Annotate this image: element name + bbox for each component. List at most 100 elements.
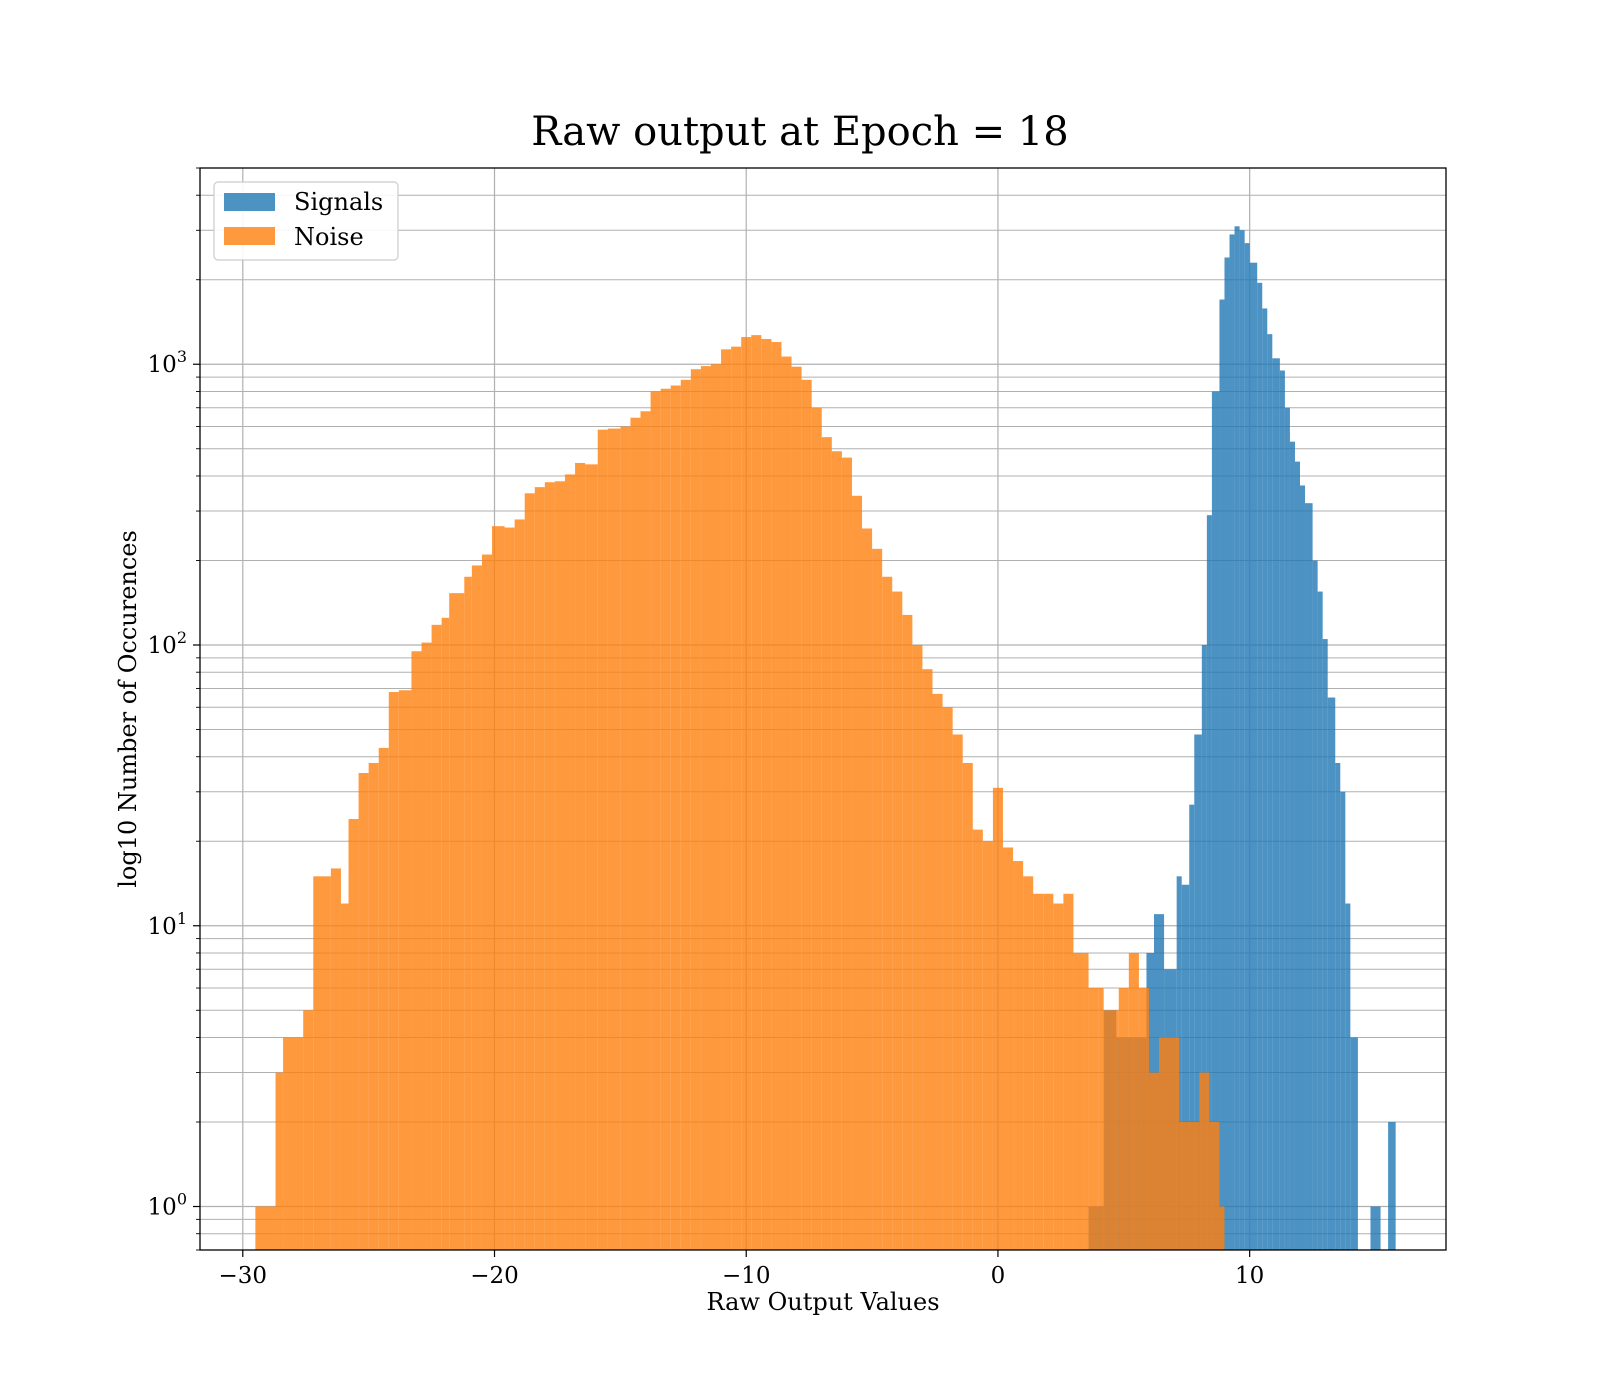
histogram-bar-noise [514, 519, 525, 1250]
histogram-bar-signals [1312, 560, 1318, 1250]
histogram-bar-signals [1239, 230, 1245, 1250]
histogram-bar-noise [851, 495, 863, 1250]
histogram-bar-noise [368, 762, 379, 1250]
histogram-bar-noise [922, 669, 933, 1250]
histogram-bar-noise [1103, 1010, 1109, 1250]
histogram-bar-noise [781, 356, 792, 1250]
histogram-bar-signals [1262, 308, 1268, 1250]
histogram-bar-signals [1181, 884, 1190, 1250]
histogram-bar-signals [1224, 257, 1230, 1250]
histogram-bar-signals [1194, 734, 1202, 1250]
histogram-bar-noise [348, 819, 359, 1250]
histogram-bar-signals [1370, 1206, 1381, 1250]
histogram-bar-noise [283, 1037, 304, 1250]
histogram-bar-noise [303, 1010, 314, 1250]
histogram-bar-signals [1249, 262, 1258, 1250]
histogram-bar-signals [1267, 334, 1273, 1251]
y-tick-label-exponent: 1 [177, 909, 187, 928]
histogram-bar-signals [1345, 903, 1351, 1250]
histogram-bar-noise [992, 787, 1003, 1250]
histogram-bar-noise [882, 576, 893, 1250]
histogram-bar-noise [358, 773, 369, 1250]
histogram-bar-noise [1098, 988, 1104, 1250]
legend-swatch-noise [224, 227, 275, 245]
histogram-bar-noise [932, 693, 943, 1250]
histogram-bar-noise [388, 692, 399, 1250]
histogram-bar-noise [972, 829, 983, 1250]
histogram-bar-noise [471, 565, 482, 1250]
x-axis-label: Raw Output Values [706, 1288, 939, 1316]
x-tick-label: −20 [470, 1263, 519, 1289]
legend-swatch-signals [224, 193, 275, 211]
histogram-bar-noise [962, 762, 973, 1250]
histogram-bar-noise [524, 493, 535, 1250]
histogram-bar-noise [464, 576, 472, 1250]
histogram-bar-signals [1350, 1037, 1358, 1250]
histogram-bar-noise [481, 554, 492, 1250]
histogram-bar-noise [1063, 893, 1074, 1250]
histogram-bar-signals [1335, 762, 1341, 1250]
histogram-bar-noise [421, 642, 432, 1250]
histogram-bar-signals [1294, 461, 1301, 1250]
histogram-bar-noise [564, 474, 576, 1250]
histogram-bar-noise [680, 379, 691, 1251]
series-noise [255, 335, 1225, 1251]
histogram-bar-noise [1043, 893, 1054, 1250]
y-tick-label: 101 [148, 909, 187, 940]
histogram-bar-signals [1289, 441, 1295, 1250]
y-tick-label-base: 10 [148, 633, 177, 659]
histogram-bar-noise [1138, 988, 1149, 1250]
histogram-bar-signals [1219, 299, 1225, 1250]
histogram-bar-signals [1234, 226, 1240, 1250]
y-tick-label: 100 [148, 1190, 187, 1221]
histogram-bar-noise [441, 617, 450, 1250]
histogram-bar-noise [313, 876, 331, 1250]
y-tick-label-base: 10 [148, 914, 177, 940]
histogram-bar-noise [1118, 988, 1129, 1250]
histogram-bar-noise [1189, 1121, 1200, 1250]
y-axis-label: log10 Number of Occurences [114, 530, 142, 888]
histogram-bar-signals [1211, 391, 1220, 1250]
histogram-bar-noise [630, 417, 641, 1250]
histogram-bar-noise [892, 591, 903, 1250]
histogram-bar-noise [534, 487, 545, 1250]
histogram-bar-noise [340, 903, 349, 1250]
histogram-bar-signals [1189, 804, 1195, 1250]
histogram-bar-noise [1199, 1072, 1210, 1250]
histogram-bar-signals [1340, 791, 1346, 1250]
histogram-bar-noise [912, 644, 923, 1250]
histogram-bar-noise [1073, 952, 1084, 1250]
histogram-bar-noise [411, 651, 422, 1250]
chart-title: Raw output at Epoch = 18 [531, 109, 1068, 155]
x-tick-label: −10 [722, 1263, 771, 1289]
histogram-bar-noise [761, 338, 772, 1250]
histogram-bar-noise [710, 364, 722, 1250]
y-tick-label-exponent: 2 [177, 628, 187, 647]
histogram-bar-noise [398, 690, 412, 1250]
histogram-bar-noise [1023, 876, 1034, 1250]
histogram-bar-noise [872, 548, 883, 1250]
histogram-bar-noise [1169, 1037, 1180, 1250]
histogram-bar-noise [597, 429, 608, 1250]
histogram-bar-noise [841, 457, 852, 1250]
histogram-bar-signals [1284, 407, 1290, 1250]
histogram-bar-noise [751, 335, 762, 1250]
histogram-bar-noise [1219, 1206, 1225, 1250]
histogram-bar-noise [1002, 847, 1014, 1250]
y-tick-label-base: 10 [148, 352, 177, 378]
histogram-bar-noise [544, 482, 555, 1250]
legend-label-noise: Noise [294, 223, 364, 251]
histogram-bar-noise [1053, 903, 1064, 1250]
legend-label-signals: Signals [294, 188, 383, 216]
histogram-bar-noise [640, 411, 651, 1251]
histogram-bar-noise [1179, 1121, 1190, 1250]
histogram-bar-noise [791, 366, 802, 1251]
histogram-bar-noise [330, 868, 341, 1250]
histogram-bar-noise [741, 337, 752, 1250]
histogram-bar-noise [700, 366, 711, 1250]
legend: Signals Noise [213, 181, 399, 261]
histogram-bar-noise [1013, 861, 1024, 1250]
y-tick-label: 103 [148, 347, 187, 378]
histogram-bar-signals [1244, 243, 1250, 1251]
